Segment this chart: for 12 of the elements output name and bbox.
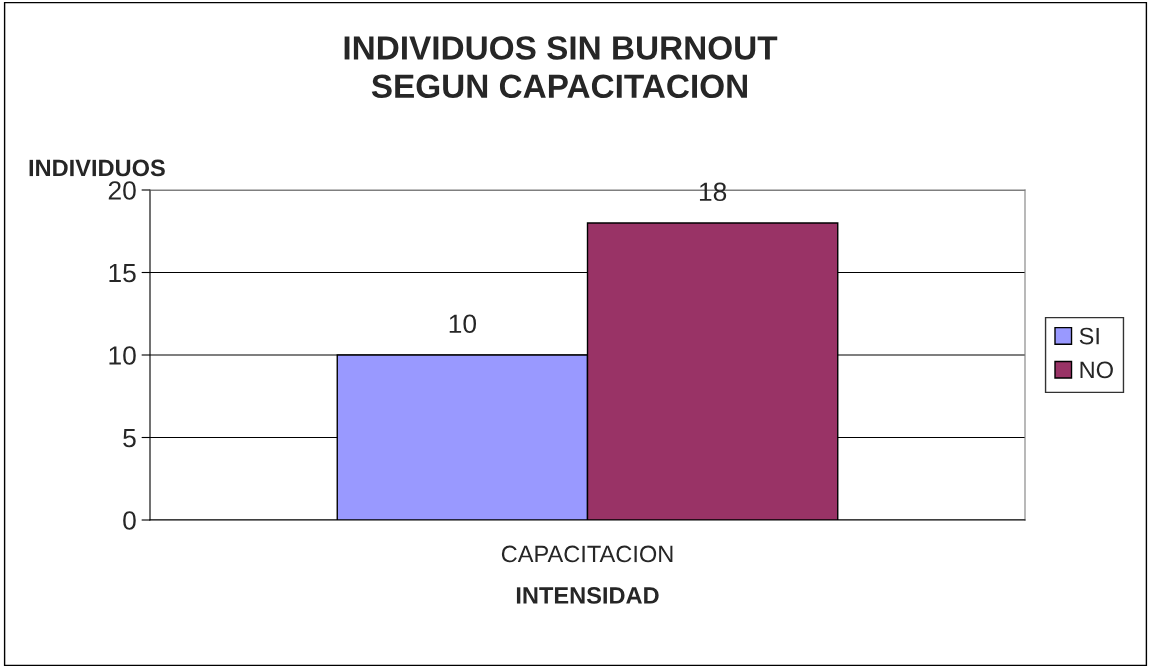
chart-title: INDIVIDUOS SIN BURNOUT SEGUN CAPACITACION: [344, 36, 778, 99]
x-tick-label: CAPACITACION: [501, 545, 673, 563]
legend-label: SI: [1079, 327, 1099, 345]
legend-label: NO: [1080, 361, 1113, 379]
x-axis-title: INTENSIDAD: [516, 587, 659, 604]
y-axis-title: INDIVIDUOS: [29, 159, 165, 177]
y-tick-label: 10: [109, 346, 136, 365]
y-tick-label: 0: [123, 511, 136, 530]
y-tick-label: 5: [123, 428, 136, 448]
y-tick-label: 15: [109, 263, 136, 283]
y-tick-label: 20: [108, 181, 136, 200]
data-label: 10: [449, 314, 477, 334]
